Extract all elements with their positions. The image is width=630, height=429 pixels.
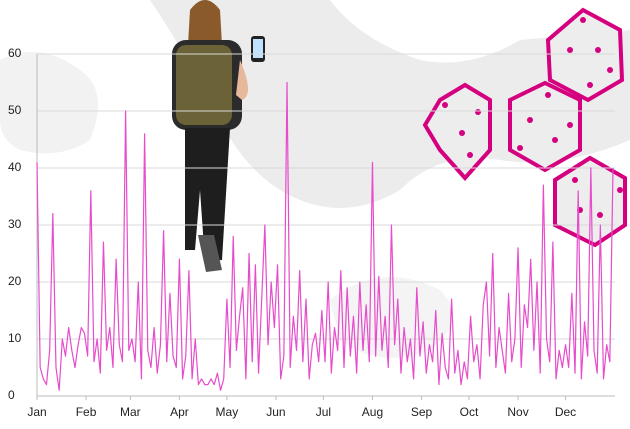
y-tick-label: 60	[8, 46, 22, 60]
page: {"chart_data": {"type": "line", "x": [1,…	[0, 0, 630, 424]
y-tick-label: 50	[8, 103, 22, 117]
chart: 0 10 20 30 40 50 60 Jan Feb Mar Apr May Jun Jul Aug Sep…	[0, 0, 630, 424]
x-tick-label: Feb	[76, 405, 97, 419]
y-tick-label: 30	[8, 217, 22, 231]
x-tick-label: May	[216, 405, 239, 419]
y-tick-label: 0	[8, 388, 15, 402]
x-tick-label: Nov	[507, 405, 528, 419]
y-tick-label: 40	[8, 160, 22, 174]
x-tick-label: Oct	[460, 405, 479, 419]
x-tick-label: Jun	[266, 405, 285, 419]
x-tick-label: Mar	[120, 405, 141, 419]
y-tick-label: 20	[8, 274, 22, 288]
x-tick-label: Apr	[170, 405, 189, 419]
y-tick-label: 10	[8, 331, 22, 345]
x-tick-label: Jul	[316, 405, 331, 419]
x-tick-label: Aug	[362, 405, 383, 419]
x-tick-label: Jan	[27, 405, 46, 419]
x-tick-label: Dec	[555, 405, 576, 419]
x-tick-label: Sep	[411, 405, 433, 419]
